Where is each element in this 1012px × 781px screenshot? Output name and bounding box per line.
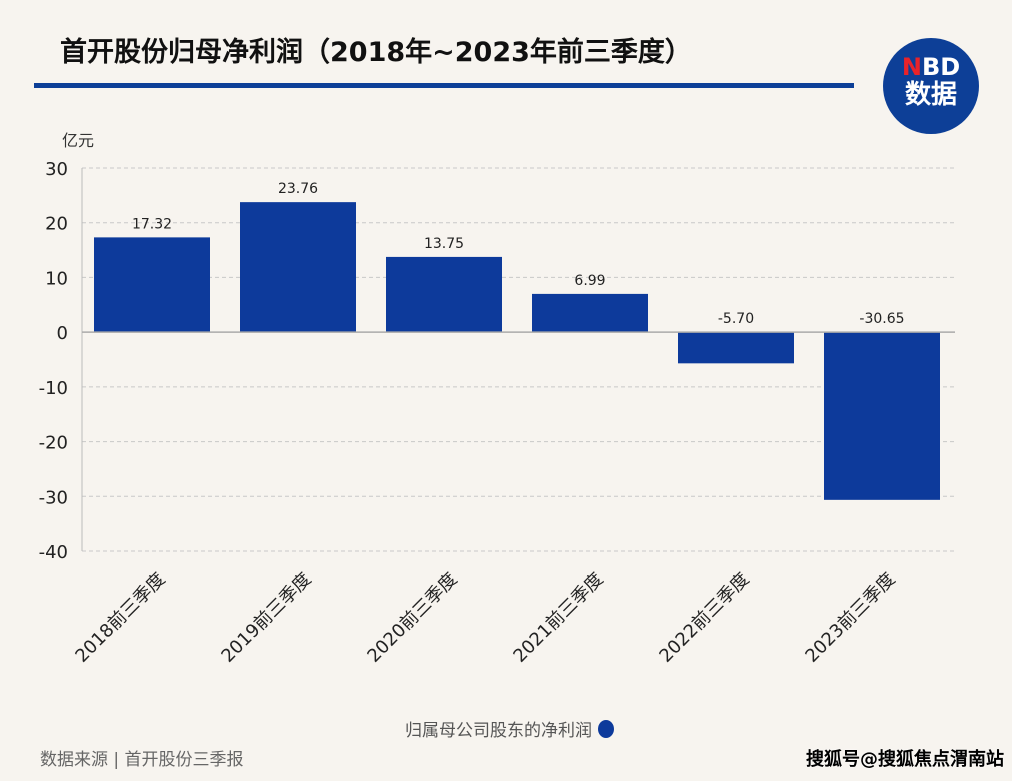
logo-data: 数据 (904, 80, 957, 110)
y-tick-label: 10 (45, 268, 68, 289)
data-label: 13.75 (424, 236, 464, 252)
y-tick-label: -20 (39, 433, 68, 454)
chart-title: 首开股份归母净利润（2018年~2023年前三季度） (60, 37, 692, 68)
y-tick-label: 30 (45, 159, 68, 180)
bar (94, 237, 210, 333)
data-label: 23.76 (278, 181, 318, 197)
logo-n: N (901, 53, 922, 81)
nbd-logo: NBD 数据 (883, 38, 979, 134)
data-label: -30.65 (859, 311, 904, 327)
data-label: 6.99 (574, 273, 605, 289)
x-tick-label: 2019前三季度 (217, 569, 315, 667)
bar (532, 293, 648, 333)
x-tick-label: 2020前三季度 (363, 569, 461, 667)
data-label: -5.70 (718, 311, 754, 327)
y-axis-unit: 亿元 (62, 131, 95, 150)
y-tick-label: -40 (39, 542, 68, 563)
bar (240, 202, 356, 333)
x-tick-label: 2023前三季度 (801, 569, 899, 667)
bar (386, 256, 502, 333)
x-tick-label: 2018前三季度 (71, 569, 169, 667)
legend: 归属母公司股东的净利润 (405, 716, 614, 741)
bar (824, 332, 940, 500)
y-tick-label: 20 (45, 214, 68, 235)
legend-label: 归属母公司股东的净利润 (405, 721, 592, 741)
sohu-credit: 搜狐号@搜狐焦点渭南站 (806, 749, 1004, 770)
legend-swatch-icon (598, 719, 614, 738)
logo-bd: BD (921, 53, 961, 81)
y-tick-label: -30 (39, 487, 68, 508)
bar (678, 332, 794, 364)
title-underline (34, 83, 854, 88)
data-label: 17.32 (132, 216, 172, 232)
x-tick-label: 2021前三季度 (509, 569, 607, 667)
y-tick-label: -10 (39, 378, 68, 399)
data-source: 数据来源 | 首开股份三季报 (40, 750, 244, 770)
y-tick-label: 0 (57, 323, 68, 344)
x-tick-label: 2022前三季度 (655, 569, 753, 667)
